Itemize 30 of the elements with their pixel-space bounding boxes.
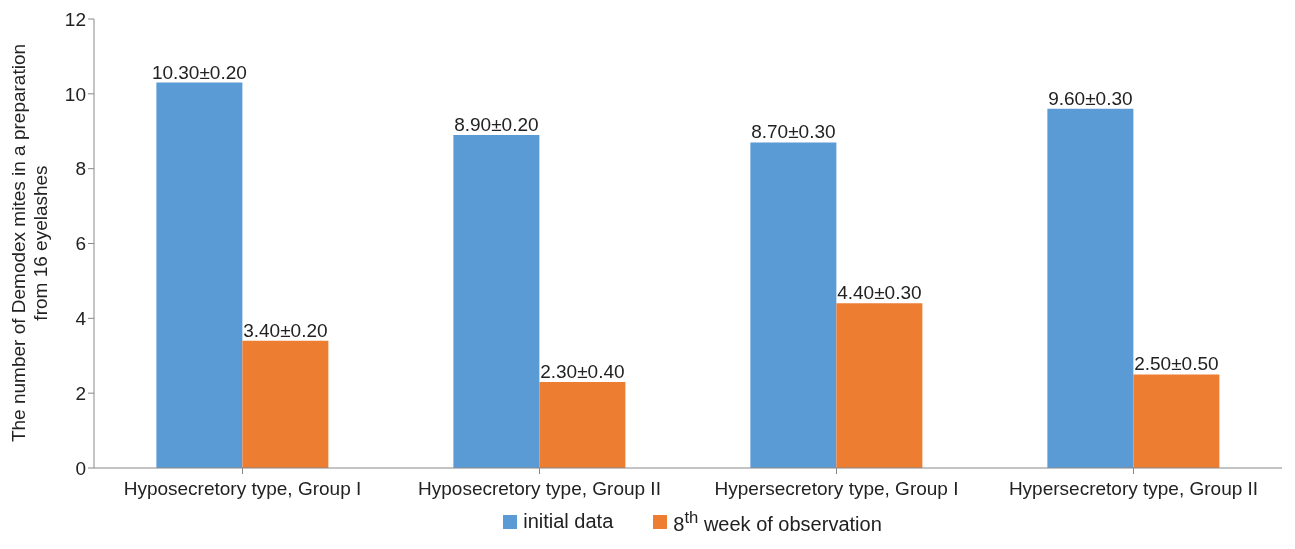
data-label: 8.90±0.20 [454,113,539,135]
x-tick-label: Hypersecretory type, Group I [714,478,959,500]
y-tick-label: 6 [75,233,86,255]
bar [242,340,329,468]
bar [453,134,540,468]
y-tick-label: 2 [75,382,86,404]
bar [1047,108,1134,468]
x-tick-label: Hyposecretory type, Group II [418,478,661,500]
data-label: 3.40±0.20 [243,319,328,341]
y-axis-title: The number of Demodex mites in a preparation from 16 eyelashes [8,42,52,445]
legend-label: initial data [523,510,614,534]
x-tick-label: Hypersecretory type, Group II [1008,478,1259,500]
bar [539,381,626,468]
y-tick-label: 10 [64,83,86,105]
data-label: 2.50±0.50 [1134,353,1219,375]
data-label: 4.40±0.30 [837,282,922,304]
data-label: 9.60±0.30 [1048,87,1133,109]
data-label: 8.70±0.30 [751,121,836,143]
y-tick-label: 8 [75,158,86,180]
bar [750,142,837,468]
y-tick-label: 4 [75,308,87,330]
y-tick-label: 0 [75,457,86,479]
bar [156,82,243,468]
legend-label: 8$^{th}$ week of observation [673,508,882,536]
bar [1133,374,1220,468]
x-tick-label: Hyposecretory type, Group I [123,478,362,500]
data-label: 10.30±0.20 [151,61,247,83]
data-label: 2.30±0.40 [540,360,625,382]
bar [836,303,923,468]
y-tick-label: 12 [64,8,86,30]
